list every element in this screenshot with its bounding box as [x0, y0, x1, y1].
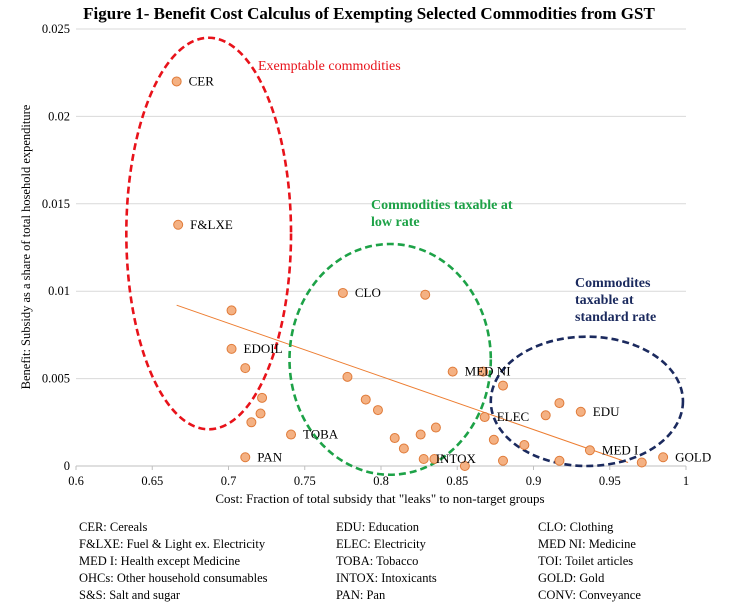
data-point — [360, 394, 371, 405]
legend-item: CER: Cereals — [79, 520, 148, 534]
data-point — [575, 406, 586, 417]
grid-layer — [76, 28, 686, 467]
data-point — [372, 405, 383, 416]
legend-item: EDU: Education — [336, 520, 419, 534]
data-point — [429, 454, 440, 465]
annotation-layer: Exemptable commodities Commodities taxabl… — [258, 59, 656, 325]
annotation-text: Commodities taxable at low rate — [371, 198, 513, 230]
data-point — [519, 440, 530, 451]
data-point — [447, 366, 458, 377]
legend-item: CLO: Clothing — [538, 520, 614, 534]
point-label: EDOIL — [244, 341, 283, 356]
trendline — [176, 304, 629, 463]
data-point — [584, 445, 595, 456]
data-point — [488, 434, 499, 445]
data-point — [554, 398, 565, 409]
x-tick-label: 0.85 — [446, 474, 468, 488]
y-tick-label: 0.015 — [42, 197, 70, 211]
legend-item: PAN: Pan — [336, 588, 386, 602]
y-tick-label: 0 — [64, 459, 70, 473]
point-label: CER — [189, 73, 215, 88]
y-tick-label: 0.02 — [48, 109, 70, 123]
point-label: MED I — [602, 442, 638, 457]
x-tick-label: 0.7 — [221, 474, 237, 488]
data-point — [459, 461, 470, 471]
data-point — [636, 457, 647, 468]
x-tick-label: 0.6 — [68, 474, 84, 488]
point-label: GOLD — [675, 449, 711, 464]
legend-item: OHCs: Other household consumables — [79, 571, 268, 585]
x-tick-label: 1 — [683, 474, 689, 488]
data-point — [478, 366, 489, 377]
data-point — [415, 429, 426, 440]
data-point — [226, 305, 237, 316]
data-point — [398, 443, 409, 454]
data-point — [420, 289, 431, 300]
data-point — [389, 433, 400, 444]
data-point — [286, 429, 297, 440]
x-tick-label: 0.75 — [294, 474, 316, 488]
point-label: EDU — [593, 404, 620, 419]
point-label: TOBA — [303, 427, 339, 442]
point-label: CLO — [355, 285, 381, 300]
legend-item: MED NI: Medicine — [538, 537, 636, 551]
legend-item: GOLD: Gold — [538, 571, 605, 585]
x-tick-label: 0.95 — [599, 474, 621, 488]
legend-column-2: EDU: Education ELEC: Electricity TOBA: T… — [336, 519, 437, 604]
data-point — [257, 392, 268, 403]
data-point — [240, 452, 251, 463]
legend-item: F&LXE: Fuel & Light ex. Electricity — [79, 537, 266, 551]
x-tick-label: 0.65 — [141, 474, 163, 488]
group-ellipse — [288, 242, 493, 477]
data-point — [430, 422, 441, 433]
data-point — [255, 408, 266, 419]
x-tick-label: 0.9 — [526, 474, 542, 488]
ellipse-layer — [125, 36, 685, 477]
group-ellipse — [489, 335, 685, 468]
annotation-text: Commodites taxable at standard rate — [575, 276, 656, 325]
data-point — [418, 454, 429, 465]
data-point — [658, 452, 669, 463]
data-point — [173, 219, 184, 230]
legend-item: ELEC: Electricity — [336, 537, 426, 551]
legend-item: INTOX: Intoxicants — [336, 571, 437, 585]
x-axis-title: Cost: Fraction of total subsidy that "le… — [215, 491, 544, 506]
legend-column-3: CLO: Clothing MED NI: Medicine TOI: Toil… — [538, 519, 641, 604]
data-point — [540, 410, 551, 421]
legend-item: TOI: Toilet articles — [538, 554, 634, 568]
annotation-text: Exemptable commodities — [258, 59, 401, 74]
group-ellipse — [125, 36, 293, 431]
data-point — [171, 76, 182, 87]
point-layer — [171, 76, 669, 471]
y-tick-label: 0.025 — [42, 22, 70, 36]
y-axis-title: Benefit: Subsidy as a share of total hos… — [19, 104, 33, 389]
legend-item: MED I: Health except Medicine — [79, 554, 241, 568]
legend-item: CONV: Conveyance — [538, 588, 641, 602]
chart-title: Figure 1- Benefit Cost Calculus of Exemp… — [83, 4, 655, 23]
y-tick-label: 0.01 — [48, 284, 70, 298]
point-label: ELEC — [497, 409, 530, 424]
trend-layer — [176, 304, 629, 463]
data-point — [226, 343, 237, 354]
scatter-chart: 0 0.005 0.01 0.015 0.02 0.025 0.6 0.65 0.7 0.75 0.… — [19, 22, 712, 506]
x-tick-label: 0.8 — [373, 474, 389, 488]
data-point — [498, 455, 508, 466]
point-label: MED NI — [465, 364, 511, 379]
data-point — [342, 371, 353, 382]
point-label: PAN — [257, 449, 282, 464]
legend-column-1: CER: Cereals F&LXE: Fuel & Light ex. Ele… — [79, 519, 268, 604]
data-point — [246, 417, 257, 428]
point-label: F&LXE — [190, 217, 233, 232]
data-point — [479, 412, 490, 423]
axis-layer: 0 0.005 0.01 0.015 0.02 0.025 0.6 0.65 0.7 0.75 0.… — [42, 22, 689, 488]
data-point — [554, 455, 565, 466]
data-point — [240, 363, 251, 374]
label-layer: CER F&LXE CLO EDOIL TOBA PAN INTOX MED NI ELEC ED… — [189, 73, 712, 466]
y-tick-label: 0.005 — [42, 372, 70, 386]
legend-item: TOBA: Tobacco — [336, 554, 419, 568]
data-point — [337, 287, 348, 298]
data-point — [498, 380, 508, 391]
point-label: INTOX — [436, 451, 477, 466]
legend-item: S&S: Salt and sugar — [79, 588, 181, 602]
